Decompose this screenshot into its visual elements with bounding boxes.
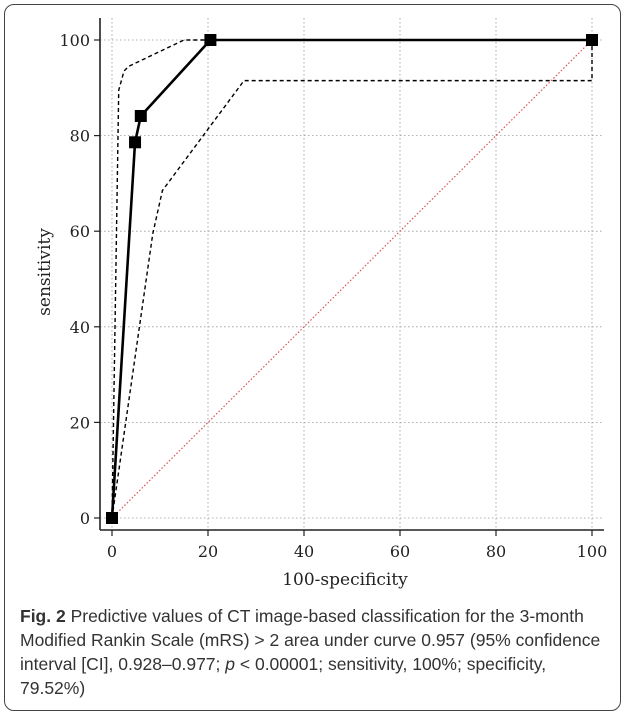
roc-point-2 <box>134 110 147 123</box>
roc-point-0 <box>106 512 118 524</box>
y-tick-label-60: 60 <box>70 222 90 241</box>
series-reference-diagonal <box>111 39 593 519</box>
figure-caption: Fig. 2 Predictive values of CT image-bas… <box>20 604 610 700</box>
caption-label: Fig. 2 <box>20 606 66 626</box>
x-tick-label-40: 40 <box>294 542 314 561</box>
y-tick-label-40: 40 <box>70 318 90 337</box>
axes <box>99 18 604 531</box>
series-confidence-lower <box>111 40 593 519</box>
y-tick-label-0: 0 <box>80 509 90 528</box>
series-layer <box>106 34 598 524</box>
figure-frame <box>4 4 621 711</box>
x-tick-label-100: 100 <box>577 542 608 561</box>
roc-point-1 <box>129 136 142 149</box>
roc-point-4 <box>586 34 598 46</box>
grid-lines <box>100 18 604 530</box>
x-tick-label-60: 60 <box>390 542 410 561</box>
x-axis-label: 100-specificity <box>282 570 408 590</box>
caption-p-symbol: p <box>225 654 236 674</box>
axis-ticks: 0 20 40 60 80 100 0 20 40 60 80 100 <box>59 31 607 561</box>
roc-chart: 0 20 40 60 80 100 0 20 40 60 80 100 100-specificity… <box>35 18 607 590</box>
y-axis-label: sensitivity <box>35 228 55 316</box>
x-tick-label-20: 20 <box>198 542 218 561</box>
y-tick-label-100: 100 <box>59 31 90 50</box>
caption-text-2: < 0.00001; sensitivity, 100%; specificit… <box>20 654 547 698</box>
x-tick-label-0: 0 <box>107 542 117 561</box>
caption-text-1: Predictive values of CT image-based clas… <box>20 606 601 674</box>
y-tick-label-80: 80 <box>70 127 90 146</box>
roc-point-3 <box>204 34 217 46</box>
y-tick-label-20: 20 <box>70 413 90 432</box>
x-tick-label-80: 80 <box>486 542 506 561</box>
